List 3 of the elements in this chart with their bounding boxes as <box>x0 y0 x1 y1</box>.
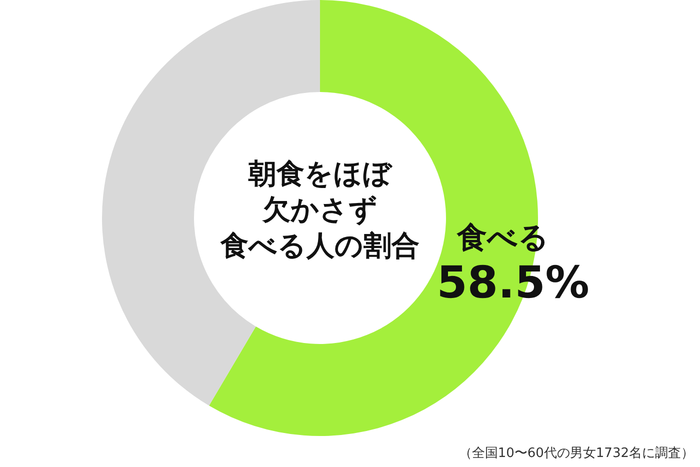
text: （全国10〜60代の男女1732名に調査） <box>458 446 694 461</box>
subtitle: 食べる人の割合 <box>219 228 420 264</box>
title: 朝食をほぼ欠かさず <box>247 156 394 228</box>
